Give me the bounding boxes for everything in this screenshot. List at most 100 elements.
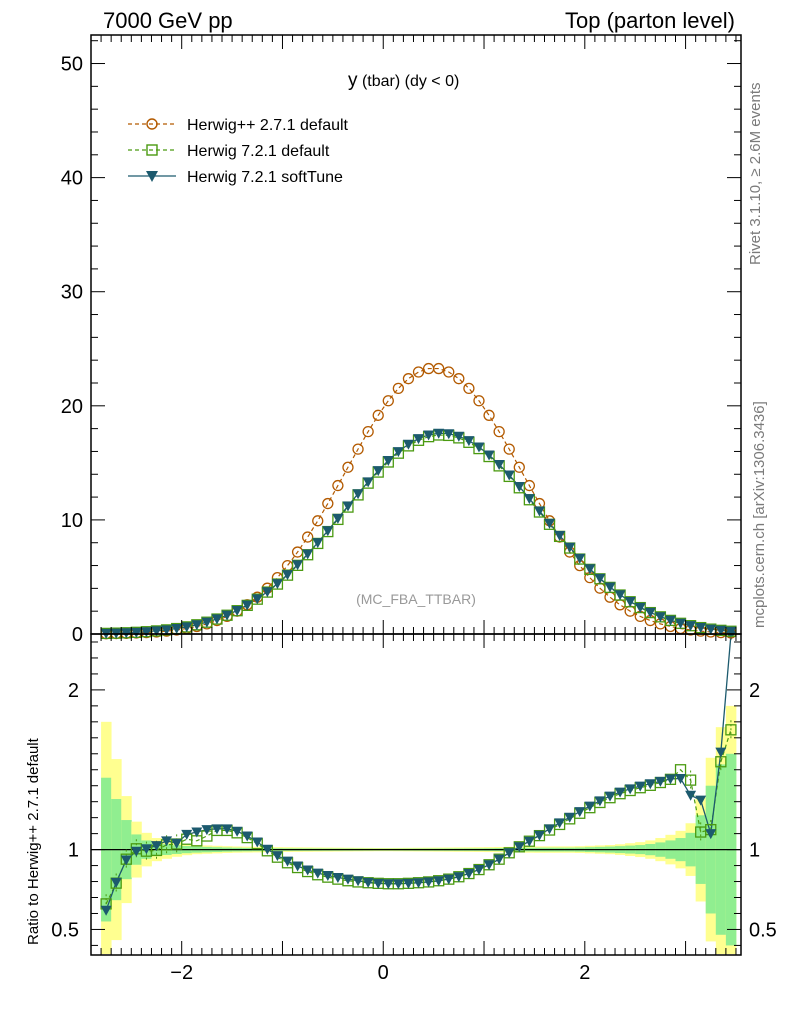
legend-marker-herwig72 [146, 144, 158, 156]
point-herwigpp [412, 366, 425, 378]
point-softtune [664, 615, 676, 626]
ratio-point-softtune [322, 871, 334, 882]
ratio-point-softtune [644, 779, 656, 790]
point-herwigpp [503, 443, 515, 455]
axes: 0 10 20 30 40 50 −2 0 2 0.5 0.5 1 1 2 2 [51, 35, 777, 984]
ratio-point-softtune [100, 905, 112, 916]
point-softtune [292, 560, 304, 571]
point-herwigpp [352, 443, 364, 455]
line-herwigpp [106, 367, 731, 635]
ratio-point-softtune [634, 781, 646, 792]
point-softtune [372, 466, 384, 477]
point-softtune [685, 621, 697, 632]
ratio-point-softtune [443, 874, 455, 885]
ratio-point-softtune [463, 869, 475, 880]
point-herwigpp [332, 479, 344, 492]
point-herwigpp [372, 409, 384, 421]
ratio-point-softtune [554, 818, 566, 829]
point-softtune [231, 606, 243, 617]
point-softtune [453, 431, 465, 442]
ratio-point-softtune [292, 861, 304, 872]
legend-label-herwig72: Herwig 7.2.1 default [187, 143, 330, 160]
ratio-point-softtune [533, 830, 545, 841]
point-softtune [251, 594, 263, 605]
point-softtune [181, 622, 193, 633]
point-softtune [614, 590, 626, 601]
ratio-point-softtune [664, 774, 676, 785]
ratio-point-softtune [372, 878, 384, 889]
legend-entry-softtune: Herwig 7.2.1 softTune [128, 169, 343, 186]
ratio-line-herwig72 [105, 729, 732, 905]
y-tick-label: 50 [61, 54, 83, 76]
ratio-point-softtune [594, 796, 606, 807]
point-softtune [140, 627, 152, 638]
point-herwigpp [433, 362, 445, 375]
ratio-point-softtune [171, 838, 183, 849]
point-softtune [483, 450, 495, 461]
point-softtune [443, 429, 455, 440]
point-herwigpp [281, 559, 294, 572]
point-softtune [352, 489, 364, 500]
x-tick-label: 2 [579, 962, 590, 984]
ratio-point-softtune [574, 807, 586, 818]
point-softtune [130, 627, 142, 638]
rivet-label: Rivet 3.1.10, ≥ 2.6M events [747, 83, 764, 266]
ratio-point-softtune [564, 812, 576, 823]
point-herwigpp [513, 461, 525, 473]
ratio-point-softtune [282, 856, 294, 867]
point-softtune [362, 477, 374, 488]
point-softtune [161, 625, 173, 636]
ratio-point-softtune [624, 784, 636, 795]
watermark: (MC_FBA_TTBAR) [356, 591, 476, 607]
ratio-point-softtune [201, 825, 213, 836]
ratio-point-softtune [271, 851, 283, 862]
ratio-point-softtune [503, 848, 515, 859]
point-softtune [392, 447, 404, 458]
ratio-point-softtune [342, 874, 354, 885]
x-tick-label: 0 [378, 962, 389, 984]
point-herwigpp [322, 497, 334, 510]
point-softtune [473, 442, 485, 453]
ratio-point-softtune [423, 877, 435, 888]
ratio-point-softtune [231, 826, 243, 837]
ratio-point-softtune [453, 872, 465, 883]
point-softtune [312, 538, 324, 549]
point-softtune [604, 582, 616, 593]
ratio-y-tick-label: 2 [68, 680, 79, 702]
point-softtune [634, 602, 646, 613]
legend-label-softtune: Herwig 7.2.1 softTune [187, 169, 343, 186]
ratio-point-softtune [332, 873, 344, 884]
ratio-point-softtune [140, 844, 152, 855]
y-tick-label: 30 [61, 282, 83, 304]
ratio-point-softtune [483, 860, 495, 871]
ratio-ylabel: Ratio to Herwig++ 2.7.1 default [25, 737, 42, 945]
ratio-y-tick-label: 0.5 [749, 919, 777, 941]
ratio-point-softtune [382, 879, 394, 890]
point-herwigpp [604, 591, 616, 603]
point-softtune [261, 587, 273, 598]
main-series [100, 362, 737, 640]
point-softtune [151, 626, 163, 637]
point-herwigpp [342, 461, 354, 473]
ratio-point-softtune [473, 865, 485, 876]
x-tick-label: −2 [170, 962, 193, 984]
ratio-point-softtune [221, 824, 233, 835]
point-softtune [382, 456, 394, 467]
ratio-line-softtune [105, 634, 732, 911]
ratio-point-softtune [362, 877, 374, 888]
ratio-point-softtune [392, 879, 404, 890]
ratio-point-softtune [675, 774, 687, 785]
point-softtune [493, 459, 505, 470]
point-softtune [594, 573, 606, 584]
ratio-point-softtune [705, 829, 717, 840]
point-herwigpp [473, 395, 485, 407]
legend-entry-herwig72: Herwig 7.2.1 default [128, 143, 330, 160]
ratio-point-softtune [604, 791, 616, 802]
point-softtune [211, 614, 223, 625]
ratio-point-softtune [151, 841, 163, 852]
y-tick-label: 40 [61, 168, 83, 190]
ratio-point-softtune [715, 747, 727, 758]
ratio-point-softtune [433, 876, 445, 887]
ratio-point-softtune [614, 787, 626, 798]
point-softtune [332, 513, 344, 524]
